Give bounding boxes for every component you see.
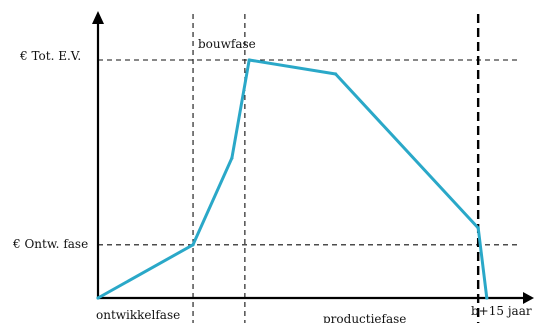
data-point xyxy=(485,296,489,300)
series-line xyxy=(96,58,489,300)
phase-label-end: b+15 jaar xyxy=(471,304,532,318)
data-point xyxy=(334,72,338,76)
reference-lines xyxy=(98,14,518,323)
y-tick-label-total: € Tot. E.V. xyxy=(19,49,81,63)
x-axis-arrow xyxy=(523,292,534,304)
data-point xyxy=(96,296,100,300)
series-group xyxy=(96,58,489,300)
data-point xyxy=(191,243,195,247)
labels: € Tot. E.V. € Ontw. fase bouwfase ontwik… xyxy=(12,37,532,323)
data-point xyxy=(247,58,251,62)
y-axis-arrow xyxy=(92,11,104,24)
phase-label-production: productiefase xyxy=(323,312,406,323)
data-point xyxy=(230,156,234,160)
axes xyxy=(92,11,534,304)
phase-label-construction: bouwfase xyxy=(198,37,256,51)
y-tick-label-development: € Ontw. fase xyxy=(12,237,88,251)
phase-label-development: ontwikkelfase xyxy=(96,308,180,322)
data-point xyxy=(476,226,480,230)
